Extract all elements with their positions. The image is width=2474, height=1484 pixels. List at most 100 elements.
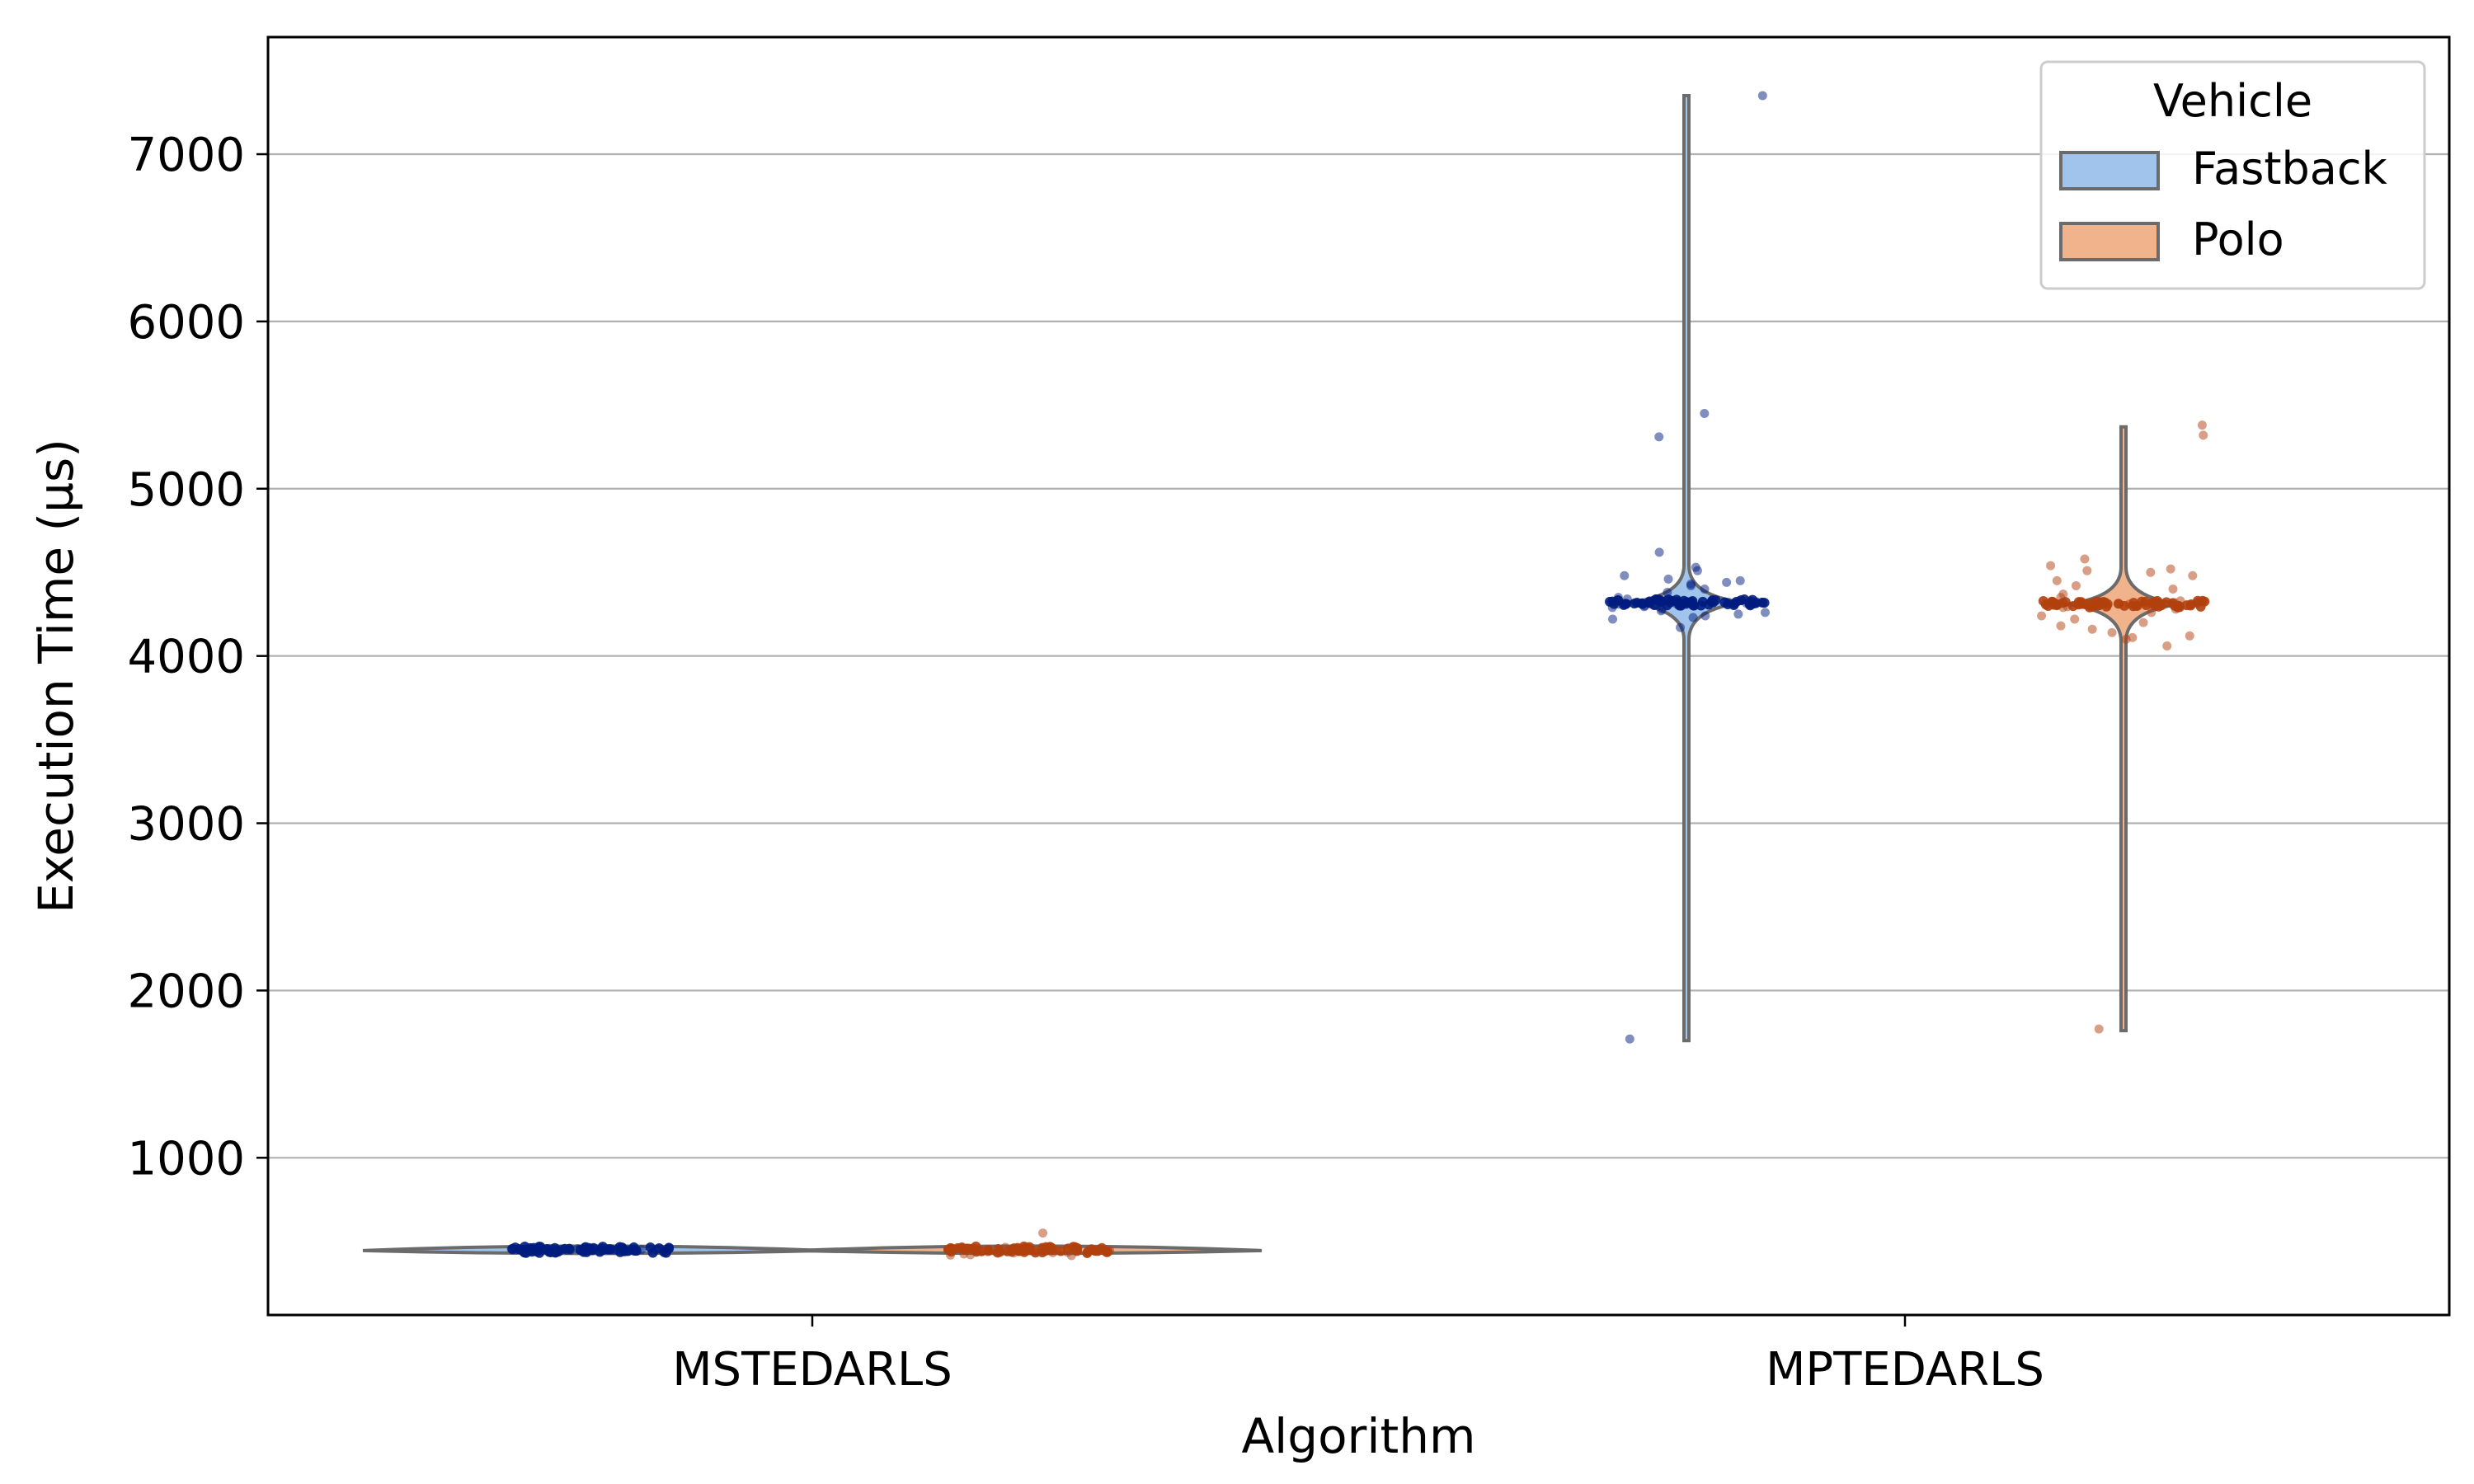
legend: Vehicle Fastback Polo — [2039, 60, 2426, 290]
data-point — [1724, 598, 1733, 608]
x-axis-ticks: MSTEDARLS MPTEDARLS — [672, 1315, 2044, 1397]
data-point — [1757, 91, 1767, 101]
data-point — [1672, 599, 1681, 609]
violin-polo-mptedarls — [2065, 425, 2182, 1033]
data-point — [2157, 601, 2167, 611]
data-point — [993, 1243, 1004, 1254]
data-point — [1710, 595, 1721, 606]
data-point — [974, 1244, 984, 1254]
legend-title: Vehicle — [2153, 75, 2312, 127]
data-point — [1100, 1247, 1110, 1256]
data-point — [1700, 611, 1710, 621]
data-point — [1654, 432, 1664, 442]
y-tick-label: 3000 — [127, 798, 245, 852]
data-point — [1735, 575, 1745, 585]
data-point — [1639, 602, 1649, 612]
x-tick-label: MSTEDARLS — [672, 1343, 952, 1397]
data-point — [2147, 600, 2157, 610]
data-point — [2162, 641, 2172, 650]
x-tick-label: MPTEDARLS — [1766, 1343, 2044, 1397]
data-point — [2082, 566, 2092, 575]
data-point — [1654, 547, 1664, 557]
data-point — [511, 1245, 521, 1255]
data-point — [2052, 575, 2062, 585]
data-point — [1613, 593, 1623, 603]
data-point — [2188, 571, 2198, 580]
data-point — [2071, 580, 2081, 590]
data-point — [537, 1245, 547, 1255]
y-tick-label: 5000 — [127, 463, 245, 517]
data-point — [1700, 408, 1710, 418]
y-axis-title: Execution Time (µs) — [28, 439, 84, 913]
data-point — [1029, 1245, 1039, 1255]
data-point — [1625, 1034, 1634, 1044]
data-point — [1760, 608, 1770, 618]
data-point — [544, 1243, 554, 1253]
plot-frame — [266, 35, 2451, 1317]
data-point — [651, 1245, 661, 1255]
y-axis-ticks: 1000 2000 3000 4000 5000 6000 7000 — [127, 129, 268, 1186]
data-point — [2199, 430, 2208, 440]
data-point — [1038, 1228, 1048, 1238]
data-point — [518, 1245, 528, 1255]
data-point — [2070, 614, 2080, 624]
x-axis-title: Algorithm — [1241, 1408, 1475, 1464]
data-point — [1696, 600, 1706, 611]
data-point — [2168, 585, 2178, 594]
data-point — [566, 1245, 576, 1255]
data-point — [2056, 621, 2066, 631]
data-point — [2124, 599, 2134, 609]
y-tick-label: 4000 — [127, 631, 245, 684]
data-point — [557, 1244, 567, 1254]
data-point — [2185, 600, 2196, 611]
data-point — [2077, 599, 2087, 609]
y-tick-label: 6000 — [127, 296, 245, 350]
data-point — [1700, 585, 1710, 594]
data-point — [1087, 1244, 1097, 1254]
data-point — [1687, 595, 1698, 606]
data-point — [624, 1244, 634, 1254]
data-point — [1676, 622, 1686, 632]
y-tick-label: 7000 — [127, 129, 245, 182]
data-point — [2101, 601, 2112, 612]
data-point — [2094, 1024, 2104, 1034]
legend-label-polo: Polo — [2192, 214, 2284, 265]
grid-lines — [268, 153, 2449, 1159]
data-point — [1688, 613, 1698, 622]
data-point — [1070, 1242, 1080, 1252]
data-point — [2171, 604, 2180, 614]
data-point — [1629, 598, 1639, 608]
data-point — [660, 1246, 670, 1256]
data-point — [1746, 600, 1756, 610]
data-point — [2146, 567, 2156, 577]
data-point — [2197, 420, 2207, 430]
data-point — [2114, 599, 2124, 609]
legend-items: Fastback Polo — [2059, 143, 2388, 265]
data-point — [1722, 577, 1732, 587]
data-point — [2185, 631, 2194, 641]
data-point — [2147, 608, 2157, 618]
data-point — [1620, 571, 1630, 580]
data-point — [1009, 1248, 1018, 1258]
data-point — [2197, 595, 2208, 606]
data-point — [2046, 561, 2056, 571]
data-point — [2058, 603, 2068, 613]
data-point — [2121, 634, 2131, 644]
data-point — [1066, 1251, 1076, 1261]
legend-swatch-polo — [2059, 222, 2160, 261]
y-tick-label: 1000 — [127, 1132, 245, 1186]
violin-fastback-mptedarls — [1628, 94, 1745, 1043]
data-point — [2080, 554, 2090, 564]
y-tick-label: 2000 — [127, 965, 245, 1018]
violins — [362, 94, 2182, 1256]
data-point — [1051, 1245, 1061, 1255]
data-point — [2107, 627, 2117, 637]
legend-label-fastback: Fastback — [2192, 143, 2388, 195]
data-point — [2166, 564, 2175, 574]
data-point — [983, 1247, 993, 1256]
strip-points — [506, 91, 2210, 1261]
data-point — [2141, 600, 2152, 611]
data-point — [1663, 574, 1673, 584]
data-point — [966, 1250, 976, 1260]
